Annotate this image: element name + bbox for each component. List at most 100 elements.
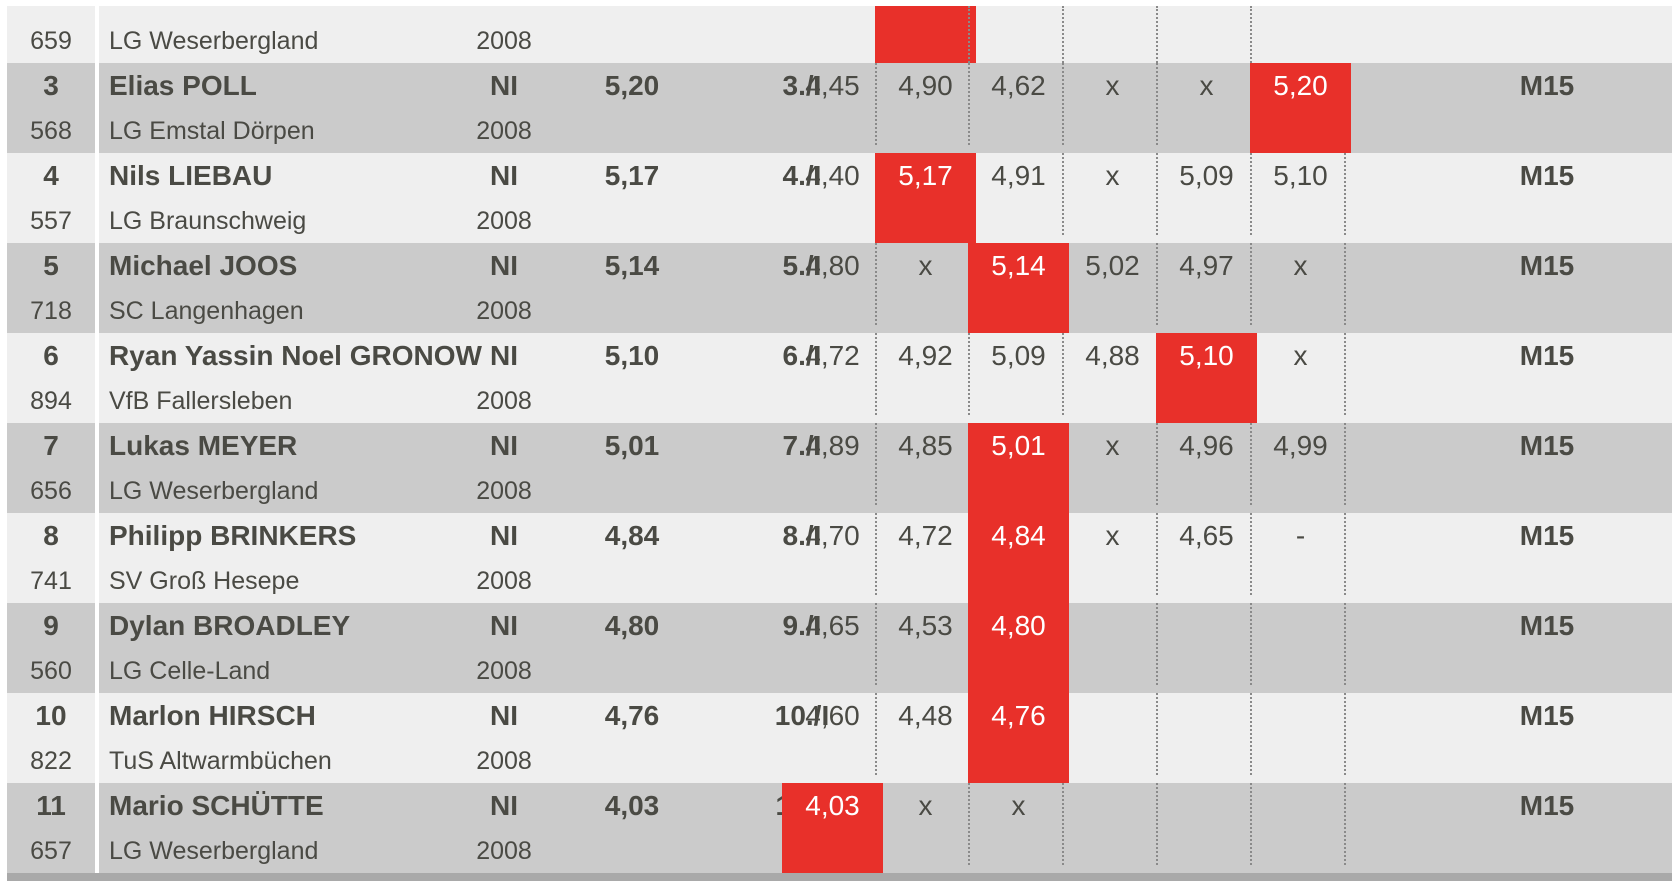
attempt-cell-5 <box>1156 783 1257 873</box>
attempt-cell-2: 4,90 <box>875 63 976 153</box>
attempt-cell-1: 4,65 <box>782 603 883 693</box>
column-separator <box>95 513 99 603</box>
attempt-cell-4 <box>1062 603 1163 693</box>
attempt-value: 4,92 <box>898 340 953 371</box>
table-row: 10 822 Marlon HIRSCH TuS Altwarmbüchen NI 200… <box>7 693 1672 783</box>
athlete-rows: 3 568 Elias POLL LG Emstal Dörpen NI 2008 5,20… <box>7 63 1672 881</box>
athlete-name: Philipp BRINKERS <box>109 520 357 551</box>
attempt-value: 5,10 <box>1179 340 1234 371</box>
attempt-cell-1: 4,89 <box>782 423 883 513</box>
table-row: 5 718 Michael JOOS SC Langenhagen NI 2008 5,14… <box>7 243 1672 333</box>
attempt-cell-6 <box>1250 693 1351 783</box>
age-category: M15 <box>1519 610 1575 641</box>
bib-number: 894 <box>30 387 72 415</box>
athlete-name: Michael JOOS <box>109 250 298 281</box>
final-result: 4,03 <box>604 790 660 821</box>
column-divider <box>1062 333 1064 415</box>
attempt-cell-6: 5,20 <box>1250 63 1351 153</box>
attempt-value: 5,14 <box>991 250 1046 281</box>
attempt-cell-5: 4,97 <box>1156 243 1257 333</box>
rank-number: 6 <box>43 340 59 371</box>
rank-number: 4 <box>43 160 59 191</box>
attempt-cell-2: 4,48 <box>875 693 976 783</box>
column-separator <box>95 333 99 423</box>
attempt-value: 4,85 <box>898 430 953 461</box>
column-divider <box>1156 783 1158 865</box>
attempt-cell-5 <box>1156 603 1257 693</box>
column-divider <box>1250 783 1252 865</box>
attempt-cell-5: 4,96 <box>1156 423 1257 513</box>
best-attempt-highlight <box>875 6 976 63</box>
attempt-cell-3: 4,76 <box>968 693 1069 783</box>
column-divider <box>875 423 877 505</box>
attempt-cell-1: 4,45 <box>782 63 883 153</box>
birth-year: 2008 <box>476 567 532 595</box>
column-divider <box>1250 513 1252 595</box>
column-divider <box>1156 6 1158 63</box>
rank-number: 8 <box>43 520 59 551</box>
attempt-cell-1: 4,70 <box>782 513 883 603</box>
attempt-value: x <box>918 790 933 821</box>
club-name: LG Braunschweig <box>109 207 307 235</box>
column-divider <box>1062 153 1064 235</box>
final-result: 4,80 <box>604 610 660 641</box>
attempt-value: 4,91 <box>991 160 1046 191</box>
attempt-value: 4,65 <box>805 610 860 641</box>
attempt-cell-5 <box>1156 693 1257 783</box>
column-divider <box>1344 603 1346 685</box>
column-divider <box>1156 423 1158 505</box>
column-divider <box>875 63 877 145</box>
column-divider <box>968 333 970 415</box>
athlete-name: Ryan Yassin Noel GRONOW <box>109 340 482 371</box>
attempt-value: 5,10 <box>1273 160 1328 191</box>
table-row: 8 741 Philipp BRINKERS SV Groß Hesepe NI 2008… <box>7 513 1672 603</box>
attempt-value: 4,72 <box>898 520 953 551</box>
attempt-cell-4: x <box>1062 63 1163 153</box>
attempt-cell-1: 4,72 <box>782 333 883 423</box>
column-divider <box>1344 423 1346 505</box>
attempt-cell-2: 4,85 <box>875 423 976 513</box>
attempt-cell-3: 4,80 <box>968 603 1069 693</box>
attempt-value: 5,01 <box>991 430 1046 461</box>
column-divider <box>1250 6 1252 63</box>
attempt-value: 4,99 <box>1273 430 1328 461</box>
state-code: NI <box>490 250 518 281</box>
column-divider <box>1250 693 1252 775</box>
column-divider <box>1062 783 1064 865</box>
attempt-cell-5: 5,09 <box>1156 153 1257 243</box>
heat-placement: 10./I <box>774 700 830 731</box>
column-separator <box>95 783 99 873</box>
attempt-value: 4,60 <box>805 700 860 731</box>
column-separator <box>95 693 99 783</box>
column-divider <box>1156 603 1158 685</box>
club-name: LG Celle-Land <box>109 657 271 685</box>
attempt-cell-4: x <box>1062 513 1163 603</box>
attempt-cell-1: 4,80 <box>782 243 883 333</box>
bib-number: 557 <box>30 207 72 235</box>
attempt-cell-6: - <box>1250 513 1351 603</box>
state-code: NI <box>490 160 518 191</box>
attempt-cell-6: 4,99 <box>1250 423 1351 513</box>
column-divider <box>1062 63 1064 145</box>
attempt-cell-6: 5,10 <box>1250 153 1351 243</box>
state-code: NI <box>490 700 518 731</box>
attempt-value: x <box>1105 70 1120 101</box>
attempt-cell-3: 5,01 <box>968 423 1069 513</box>
attempt-value: 4,89 <box>805 430 860 461</box>
attempt-cell-6: x <box>1250 243 1351 333</box>
column-divider <box>1062 6 1064 63</box>
attempt-value: 5,09 <box>1179 160 1234 191</box>
final-result: 5,01 <box>604 430 660 461</box>
attempt-cell-2: 4,72 <box>875 513 976 603</box>
attempt-value: 4,72 <box>805 340 860 371</box>
rank-number: 10 <box>35 700 67 731</box>
age-category: M15 <box>1519 520 1575 551</box>
attempt-cell-3: 5,09 <box>968 333 1069 423</box>
athlete-name: Nils LIEBAU <box>109 160 273 191</box>
attempt-cell-4 <box>1062 783 1163 873</box>
birth-year: 2008 <box>476 207 532 235</box>
bib-number: 560 <box>30 657 72 685</box>
birth-year: 2008 <box>476 27 532 55</box>
column-separator <box>95 6 99 63</box>
club-name: TuS Altwarmbüchen <box>109 747 332 775</box>
